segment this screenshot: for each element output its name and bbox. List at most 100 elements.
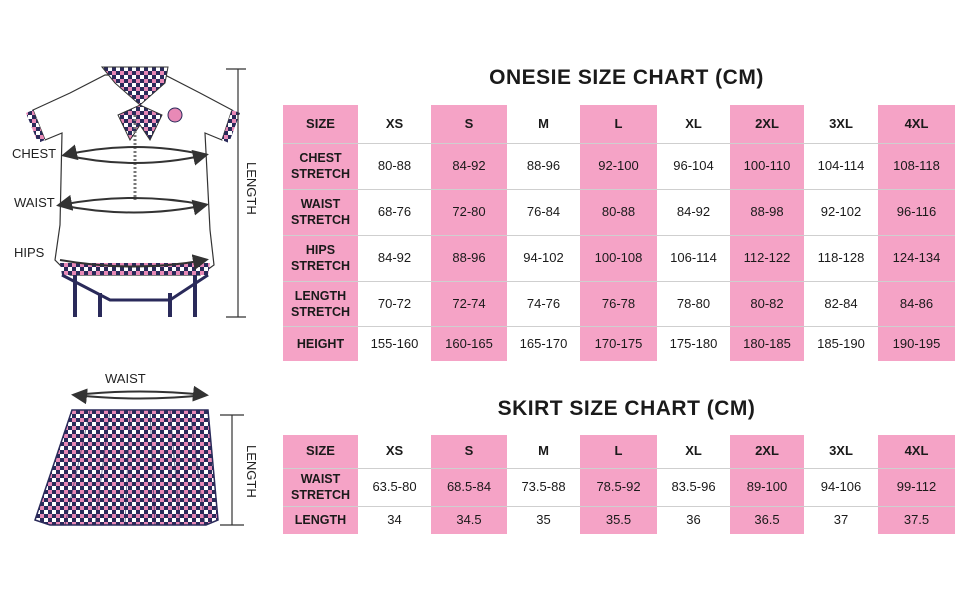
row-label-line: LENGTH [294,288,347,303]
hips-label: HIPS [14,245,45,260]
skirt-length-label: LENGTH [244,445,259,498]
table-cell: 104-114 [804,143,878,190]
table-cell: 185-190 [817,335,865,351]
skirt-size-chart-title: SKIRT SIZE CHART (CM) [497,397,756,420]
table-cell: 37 [833,512,849,528]
column-header: 3XL [804,105,878,144]
table-cell: 84-92 [431,143,507,190]
table-cell: 94-106 [804,468,878,507]
table-cell: 78-80 [657,281,730,327]
row-label: HEIGHT [283,326,358,361]
skirt-size-table: SIZE XS S M L XL 2XL 3XL 4XL WAIST STRETCH 63.5-80 6… [283,435,955,534]
table-row: HEIGHT 155-160 160-165 165-170 170-175 175-18… [283,326,955,361]
table-cell: 37.5 [878,506,955,534]
table-cell: 63.5-80 [358,468,431,507]
table-row: CHEST STRETCH 80-88 84-92 88-96 92-100 96-104 1… [283,143,955,190]
table-cell: 35 [536,512,551,528]
table-cell: 84-92 [358,235,431,282]
column-header: XL [657,435,730,469]
row-label-line: STRETCH [290,259,351,273]
table-cell: 94-102 [507,235,580,282]
row-label-line: LENGTH [294,513,347,528]
table-cell: 88-96 [507,143,580,190]
waist-label: WAIST [14,195,55,210]
table-cell: 155-160 [370,335,419,351]
column-header: 2XL [730,435,804,469]
column-header: 2XL [730,105,804,144]
column-header: M [507,105,580,144]
column-header: S [431,105,507,144]
row-label: LENGTH STRETCH [283,281,358,327]
table-cell: 92-100 [580,143,657,190]
table-cell: 106-114 [657,235,730,282]
table-cell: 35.5 [580,506,657,534]
table-cell: 96-104 [657,143,730,190]
table-cell: 76-78 [580,281,657,327]
table-cell: 80-82 [730,281,804,327]
onesie-size-table: SIZE XS S M L XL 2XL 3XL 4XL CHEST STRETCH 80-88 84-… [283,105,955,361]
table-cell: 96-116 [878,189,955,236]
table-cell: 36 [686,512,701,528]
table-cell: 34.5 [431,506,507,534]
table-row: WAIST STRETCH 68-76 72-80 76-84 80-88 84-92 88-… [283,189,955,236]
table-row: WAIST STRETCH 63.5-80 68.5-84 73.5-88 78.5-92… [283,468,955,507]
table-cell: 165-170 [519,335,568,351]
table-cell: 68.5-84 [431,468,507,507]
table-row: LENGTH 34 34.5 35 35.5 36 36.5 37 37.5 [283,506,955,534]
table-cell: 190-195 [878,326,955,361]
row-label-line: WAIST [300,472,341,486]
table-cell: 180-185 [730,326,804,361]
column-header: XS [358,105,431,144]
table-cell: 70-72 [358,281,431,327]
table-cell: 34 [387,512,402,528]
table-cell: 36.5 [730,506,804,534]
table-cell: 118-128 [804,235,878,282]
table-cell: 76-84 [507,189,580,236]
row-label-line: CHEST [299,151,342,165]
table-cell: 89-100 [730,468,804,507]
onesie-length-label: LENGTH [244,162,259,215]
table-cell: 72-74 [431,281,507,327]
row-label-line: STRETCH [290,167,351,181]
row-label: WAIST STRETCH [283,468,358,507]
skirt-waist-label: WAIST [105,371,146,386]
table-cell: 82-84 [804,281,878,327]
table-cell: 124-134 [878,235,955,282]
table-cell: 80-88 [580,189,657,236]
table-cell: 84-92 [657,189,730,236]
row-label: HIPS STRETCH [283,235,358,282]
column-header: SIZE [283,435,358,469]
table-row: HIPS STRETCH 84-92 88-96 94-102 100-108 106-11… [283,235,955,282]
column-header: 4XL [878,105,955,144]
row-label-line: HEIGHT [296,336,345,351]
chest-label: CHEST [12,146,57,161]
column-header: M [507,435,580,469]
skirt-illustration [34,385,244,526]
table-cell: 100-108 [580,235,657,282]
onesie-illustration [26,66,246,318]
table-row: LENGTH STRETCH 70-72 72-74 74-76 76-78 78-80 80… [283,281,955,327]
column-header: L [580,435,657,469]
row-label-line: STRETCH [290,213,351,227]
column-header: XL [657,105,730,144]
column-header: L [580,105,657,144]
table-cell: 68-76 [358,189,431,236]
column-header: SIZE [283,105,358,144]
table-cell: 88-98 [730,189,804,236]
table-cell: 160-165 [431,326,507,361]
table-cell: 112-122 [730,235,804,282]
table-cell: 72-80 [431,189,507,236]
column-header: 3XL [804,435,878,469]
column-header: XS [358,435,431,469]
table-cell: 78.5-92 [580,468,657,507]
table-cell: 170-175 [580,326,657,361]
table-cell: 108-118 [878,143,955,190]
table-cell: 73.5-88 [507,468,580,507]
table-cell: 175-180 [669,335,718,351]
table-cell: 84-86 [878,281,955,327]
table-cell: 100-110 [730,143,804,190]
table-cell: 92-102 [804,189,878,236]
table-cell: 99-112 [878,468,955,507]
row-label-line: HIPS [305,243,336,257]
row-label-line: STRETCH [290,304,351,319]
